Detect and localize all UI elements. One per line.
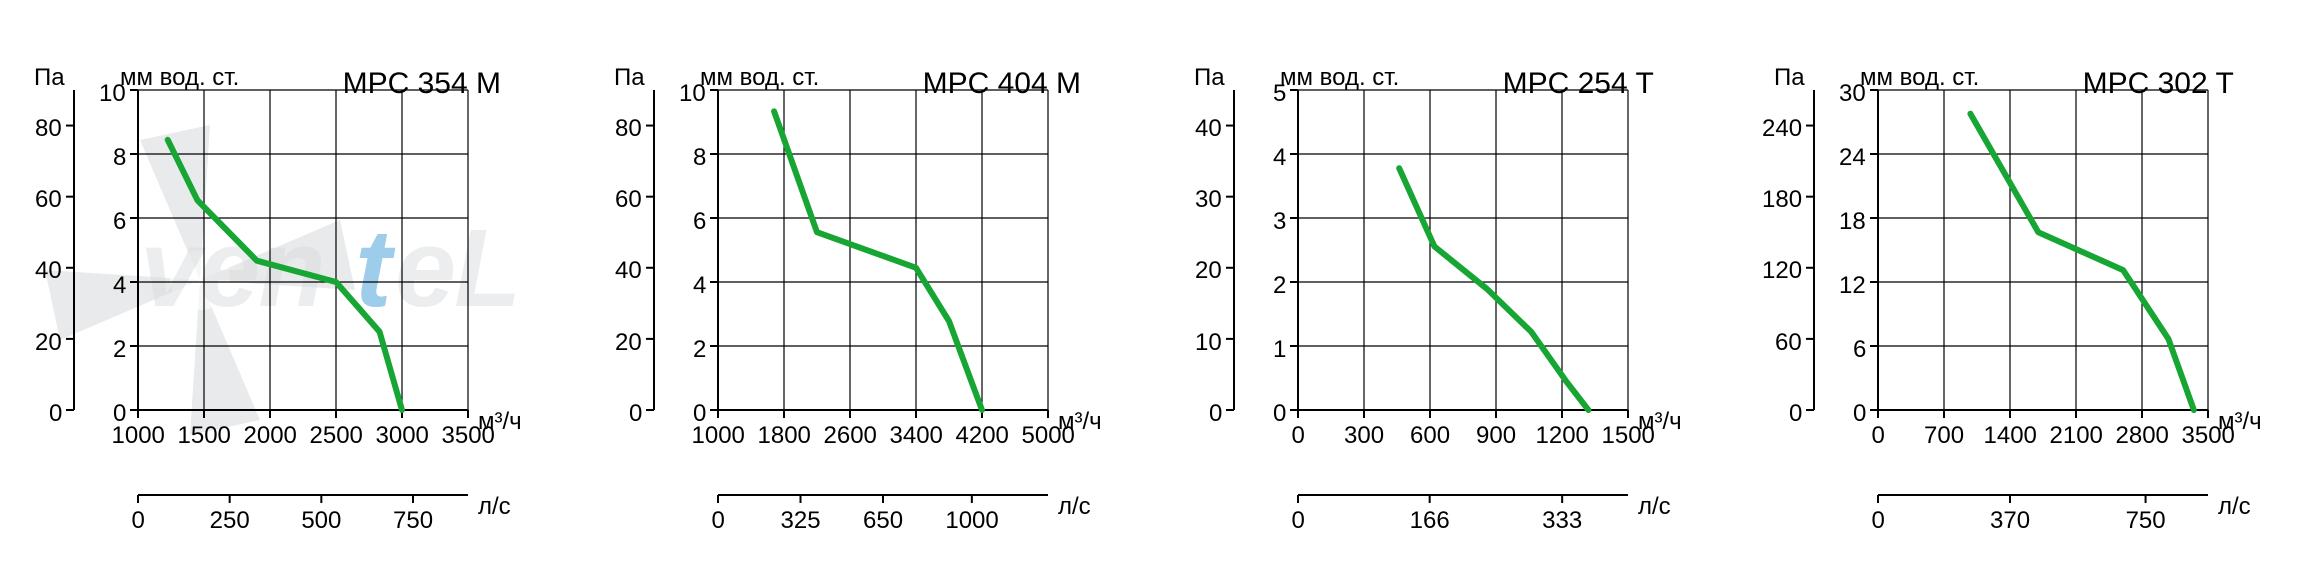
y2-tick: 24 [1839, 144, 1866, 172]
y1-tick: 0 [49, 400, 62, 428]
y2-tick: 6 [1853, 336, 1866, 364]
x2-tick: 325 [781, 507, 821, 535]
x2-tick: 0 [1872, 507, 1885, 535]
y2-tick: 0 [1273, 400, 1286, 428]
chart-mpc404m: 0204060800246810100018002600340042005000… [598, 0, 1178, 579]
charts-container: ven t eL 0204060800246810100015002000250… [0, 0, 2313, 579]
x1-unit: м³/ч [2218, 408, 2262, 436]
y2-tick: 18 [1839, 208, 1866, 236]
y2-tick: 3 [1273, 208, 1286, 236]
chart-title: MPC 354 M [343, 67, 501, 101]
y1-tick: 40 [1195, 115, 1222, 143]
x2-tick: 370 [1990, 507, 2030, 535]
y2-tick: 2 [1273, 272, 1286, 300]
x2-tick: 1000 [945, 507, 998, 535]
x1-tick: 2800 [2116, 422, 2169, 450]
x2-tick: 166 [1410, 507, 1450, 535]
y1-tick: 60 [615, 186, 642, 214]
x2-tick: 500 [301, 507, 341, 535]
y1-tick: 240 [1762, 115, 1802, 143]
y1-tick: 180 [1762, 186, 1802, 214]
y2-tick: 4 [113, 272, 126, 300]
y2-tick: 8 [113, 144, 126, 172]
x1-unit: м³/ч [478, 408, 522, 436]
y1-tick: 20 [1195, 257, 1222, 285]
y1-label: Па [1194, 64, 1225, 92]
y1-tick: 0 [629, 400, 642, 428]
x1-tick: 300 [1344, 422, 1384, 450]
x2-unit: л/с [1058, 493, 1091, 521]
chart-mpc254t: 0102030400123450300600900120015000166333… [1178, 0, 1758, 579]
x2-tick: 250 [210, 507, 250, 535]
y2-label: мм вод. ст. [700, 64, 819, 92]
y1-tick: 60 [1775, 329, 1802, 357]
x1-tick: 1500 [178, 422, 231, 450]
x1-tick: 2000 [244, 422, 297, 450]
y1-tick: 0 [1209, 400, 1222, 428]
x2-tick: 650 [863, 507, 903, 535]
y1-label: Па [614, 64, 645, 92]
x1-tick: 1400 [1984, 422, 2037, 450]
x1-tick: 3400 [890, 422, 943, 450]
y1-tick: 40 [615, 257, 642, 285]
y2-tick: 2 [693, 336, 706, 364]
y2-tick: 1 [1273, 336, 1286, 364]
y1-tick: 60 [35, 186, 62, 214]
x2-unit: л/с [478, 493, 511, 521]
x2-tick: 750 [2126, 507, 2166, 535]
x1-tick: 0 [1292, 422, 1305, 450]
y2-tick: 8 [693, 144, 706, 172]
y1-label: Па [34, 64, 65, 92]
chart-mpc354m: 0204060800246810100015002000250030003500… [18, 0, 598, 579]
y1-tick: 120 [1762, 257, 1802, 285]
x1-tick: 4200 [956, 422, 1009, 450]
y2-tick: 4 [693, 272, 706, 300]
x2-tick: 333 [1542, 507, 1582, 535]
chart-title: MPC 302 T [2083, 67, 2234, 101]
y2-label: мм вод. ст. [120, 64, 239, 92]
x1-tick: 1000 [692, 422, 745, 450]
x1-unit: м³/ч [1058, 408, 1102, 436]
x1-tick: 1800 [758, 422, 811, 450]
y1-tick: 30 [1195, 186, 1222, 214]
y1-tick: 80 [35, 115, 62, 143]
y2-label: мм вод. ст. [1860, 64, 1979, 92]
y1-tick: 40 [35, 257, 62, 285]
y2-tick: 6 [113, 208, 126, 236]
x1-tick: 2600 [824, 422, 877, 450]
y2-tick: 6 [693, 208, 706, 236]
y2-tick: 0 [1853, 400, 1866, 428]
x1-tick: 900 [1476, 422, 1516, 450]
y1-tick: 0 [1789, 400, 1802, 428]
x1-unit: м³/ч [1638, 408, 1682, 436]
x2-unit: л/с [1638, 493, 1671, 521]
x1-tick: 600 [1410, 422, 1450, 450]
y2-tick: 12 [1839, 272, 1866, 300]
x2-tick: 750 [393, 507, 433, 535]
x2-unit: л/с [2218, 493, 2251, 521]
x1-tick: 2100 [2050, 422, 2103, 450]
y1-tick: 20 [35, 329, 62, 357]
x1-tick: 0 [1872, 422, 1885, 450]
x2-tick: 0 [132, 507, 145, 535]
x1-tick: 3000 [376, 422, 429, 450]
x1-tick: 1000 [112, 422, 165, 450]
chart-mpc302t: 0601201802400612182430070014002100280035… [1758, 0, 2313, 579]
x1-tick: 2500 [310, 422, 363, 450]
chart-title: MPC 254 T [1503, 67, 1654, 101]
y2-tick: 2 [113, 336, 126, 364]
x1-tick: 1200 [1536, 422, 1589, 450]
y1-tick: 10 [1195, 329, 1222, 357]
y1-tick: 80 [615, 115, 642, 143]
y2-tick: 4 [1273, 144, 1286, 172]
y1-tick: 20 [615, 329, 642, 357]
x2-tick: 0 [1292, 507, 1305, 535]
x2-tick: 0 [712, 507, 725, 535]
x1-tick: 700 [1924, 422, 1964, 450]
y2-label: мм вод. ст. [1280, 64, 1399, 92]
chart-title: MPC 404 M [923, 67, 1081, 101]
y1-label: Па [1774, 64, 1805, 92]
